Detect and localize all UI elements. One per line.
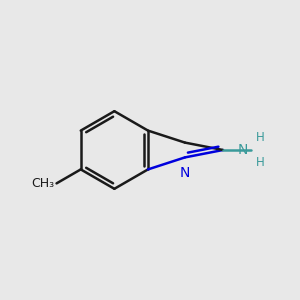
Text: H: H bbox=[256, 156, 264, 169]
Text: N: N bbox=[238, 143, 248, 157]
Text: N: N bbox=[180, 166, 190, 180]
Text: H: H bbox=[256, 131, 264, 144]
Text: CH₃: CH₃ bbox=[31, 177, 54, 190]
